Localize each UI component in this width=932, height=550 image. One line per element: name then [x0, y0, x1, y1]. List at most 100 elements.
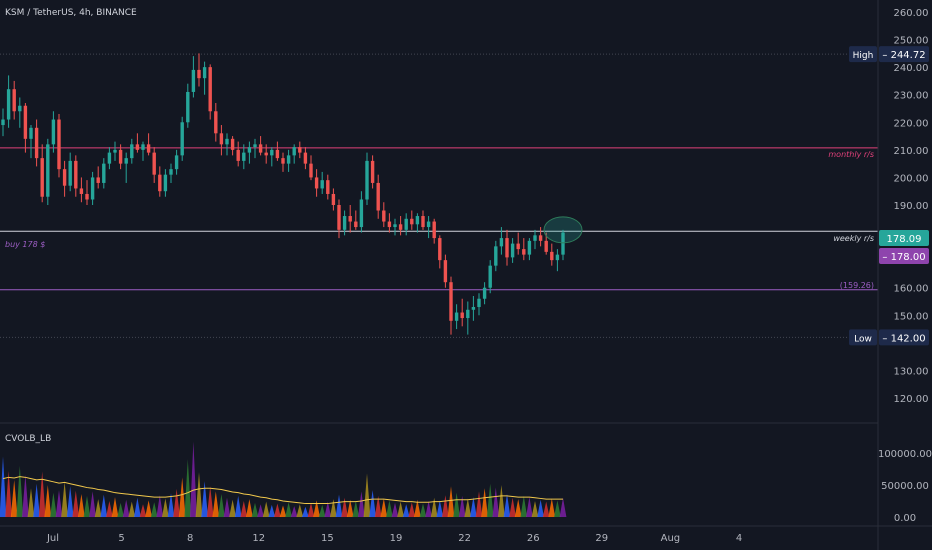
- volume-bar: [542, 501, 550, 517]
- weekly-rs-label: weekly r/s: [833, 234, 874, 243]
- volume-bar: [251, 502, 259, 517]
- price-pane[interactable]: monthly r/s weekly r/s (159.26): [0, 53, 878, 338]
- candle-body: [488, 265, 492, 288]
- candle-body: [230, 138, 235, 150]
- candle-body: [314, 177, 319, 189]
- low-marker-tag: [849, 329, 877, 346]
- candle-body: [1, 119, 5, 126]
- candle-body: [23, 105, 28, 139]
- volume-bar: [72, 490, 80, 517]
- volume-bar: [402, 504, 410, 517]
- volume-axis[interactable]: 100000.00 50000.00 0.00: [878, 449, 932, 524]
- volume-bar: [167, 493, 175, 517]
- buy-level-value: – 178.00: [882, 252, 925, 263]
- volume-bar: [386, 500, 393, 517]
- volume-bar: [548, 498, 556, 517]
- volume-bar: [324, 501, 332, 517]
- volume-bar: [559, 497, 567, 517]
- volume-bar: [380, 498, 388, 517]
- price-tick-label: 230.00: [894, 91, 929, 102]
- buy-annotation: buy 178 $: [5, 240, 45, 249]
- candle-body: [494, 246, 498, 266]
- candle-body: [158, 174, 162, 192]
- candle-body: [247, 147, 252, 153]
- candle-body: [527, 240, 532, 255]
- candle-body: [169, 169, 173, 175]
- volume-bar: [554, 500, 561, 517]
- candle-body: [219, 133, 224, 145]
- volume-bar: [27, 488, 35, 517]
- candle-body: [107, 152, 112, 164]
- volume-tick-label: 50000.00: [881, 481, 929, 492]
- candle-body: [214, 111, 218, 134]
- candle-body: [533, 235, 537, 241]
- volume-bar: [0, 456, 7, 517]
- volume-bar: [363, 473, 371, 517]
- candle-body: [415, 216, 420, 225]
- support-level-label: (159.26): [840, 281, 874, 290]
- volume-bar: [173, 488, 180, 517]
- indicator-name[interactable]: CVOLB_LB: [5, 434, 51, 444]
- candle-body: [426, 221, 431, 228]
- price-tick-label: 130.00: [894, 366, 929, 377]
- candle-body: [90, 177, 95, 200]
- candle-body: [309, 163, 313, 178]
- time-axis[interactable]: Jul 5 8 12 15 19 22 26 29 Aug 4: [46, 533, 742, 544]
- high-price-value: – 244.72: [882, 50, 925, 61]
- volume-bar: [419, 503, 427, 517]
- price-axis[interactable]: 260.00 250.00 240.00 230.00 220.00 210.00 200.…: [849, 8, 929, 405]
- candle-body: [258, 144, 263, 153]
- candle-body: [398, 224, 403, 230]
- candle-body: [365, 160, 369, 200]
- volume-tick-label: 0.00: [894, 513, 916, 524]
- price-tick-label: 200.00: [894, 173, 929, 184]
- candle-body: [236, 149, 240, 161]
- volume-bar: [122, 499, 130, 517]
- candle-body: [505, 238, 509, 258]
- volume-bar: [397, 501, 404, 517]
- candle-body: [118, 149, 123, 164]
- candle-body: [191, 69, 196, 92]
- volume-bar: [83, 495, 91, 517]
- time-tick-label: 12: [252, 533, 265, 544]
- volume-bar: [162, 498, 169, 517]
- volume-bar: [279, 505, 287, 517]
- volume-bar: [318, 504, 326, 517]
- volume-bar: [369, 490, 376, 517]
- candle-body: [303, 152, 308, 164]
- symbol-title: KSM / TetherUS, 4h, BINANCE: [5, 8, 137, 18]
- time-tick-label: 15: [321, 533, 334, 544]
- candle-body: [40, 158, 44, 197]
- candle-body: [146, 144, 151, 153]
- candle-body: [281, 158, 285, 164]
- low-price-value: – 142.00: [882, 333, 925, 344]
- price-tick-label: 120.00: [894, 394, 929, 405]
- high-marker-tag: [849, 46, 877, 63]
- volume-bar: [257, 504, 264, 517]
- volume-bar: [290, 506, 298, 517]
- volume-bar: [458, 495, 466, 517]
- candle-body: [454, 312, 459, 321]
- volume-bar: [447, 486, 455, 517]
- candle-body: [555, 254, 560, 261]
- volume-bar: [374, 495, 382, 517]
- volume-bar: [464, 498, 472, 517]
- candle-body: [376, 182, 380, 211]
- volume-bar: [330, 499, 337, 517]
- volume-pane[interactable]: [0, 441, 567, 517]
- candle-body: [471, 307, 476, 310]
- highlight-ellipse[interactable]: [543, 216, 583, 244]
- volume-bar: [537, 499, 544, 517]
- volume-bar: [145, 500, 152, 517]
- volume-bar: [346, 499, 354, 517]
- candle-body: [152, 152, 156, 175]
- volume-bar: [50, 492, 57, 517]
- time-tick-label: 4: [736, 533, 742, 544]
- candle-body: [286, 155, 291, 164]
- candle-body: [12, 89, 16, 112]
- time-tick-label: 5: [118, 533, 124, 544]
- candle-body: [359, 199, 364, 228]
- candle-body: [68, 160, 72, 186]
- price-tick-label: 160.00: [894, 284, 929, 295]
